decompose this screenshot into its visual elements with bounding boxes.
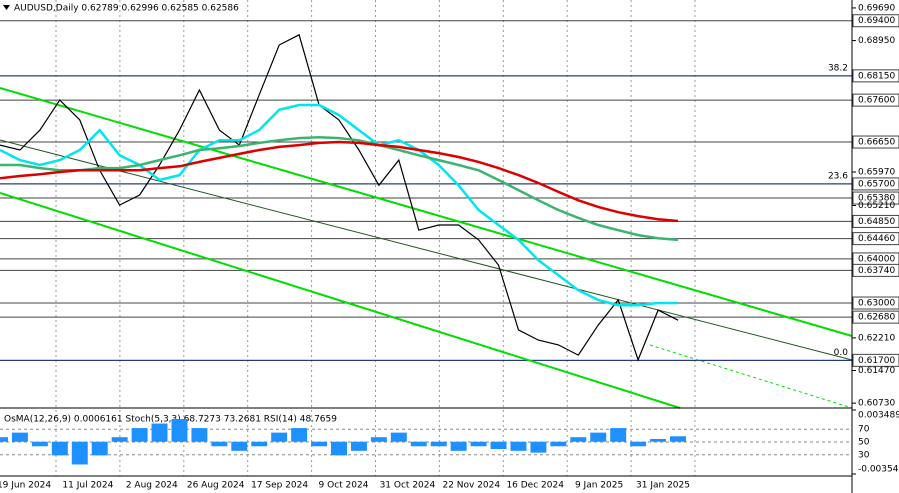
osma-bar	[271, 432, 288, 442]
osma-bar	[11, 432, 28, 442]
x-tick-label: 31 Jan 2025	[636, 481, 690, 491]
fib-label: 0.0	[834, 348, 849, 358]
y-tick-label: 0.63740	[858, 266, 895, 276]
osma-bar	[390, 432, 407, 442]
x-tick-label: 22 Nov 2024	[442, 481, 500, 491]
y-tick-label: 0.64000	[858, 254, 895, 264]
level-box	[852, 353, 899, 367]
y-tick-label: 70	[858, 425, 870, 435]
osma-bar	[370, 437, 387, 442]
y-tick-label: 0.66650	[858, 138, 895, 148]
y-tick-label: 0.61700	[858, 356, 895, 366]
level-box	[852, 214, 899, 228]
y-tick-label: 0.65210	[858, 201, 895, 211]
level-box	[852, 14, 899, 28]
level-box	[852, 310, 899, 324]
x-tick-label: 19 Jun 2024	[0, 481, 51, 491]
y-tick-label: 0.64850	[858, 217, 895, 227]
x-tick-label: 26 Aug 2024	[187, 481, 245, 491]
osma-bar	[350, 441, 367, 451]
osma-bar	[470, 441, 487, 447]
osma-bar	[0, 437, 8, 442]
osma-bar	[630, 441, 647, 447]
level-box	[852, 263, 899, 277]
osma-bar	[430, 441, 447, 447]
osma-bar	[510, 441, 527, 451]
y-tick-label: 0.67600	[858, 96, 895, 106]
osma-bar	[450, 441, 467, 451]
y-tick-label: 0.62210	[858, 333, 895, 343]
osma-bar	[291, 428, 308, 442]
osma-bar	[650, 439, 667, 442]
osma-bar	[590, 432, 607, 442]
indicator-title: OsMA(12,26,9) 0.0006161 Stoch(5,3,3) 68.…	[4, 415, 337, 425]
osma-bar	[191, 428, 208, 442]
y-tick-label: 0.69400	[858, 16, 895, 26]
osma-bar	[550, 441, 567, 447]
osma-bar	[31, 441, 48, 447]
series-line	[0, 103, 678, 307]
level-box	[852, 93, 899, 107]
y-tick-label: 0.65700	[858, 179, 895, 189]
osma-bar	[51, 441, 68, 456]
osma-bar	[131, 428, 148, 442]
y-tick-label: 0.65380	[858, 194, 895, 204]
osma-bar	[610, 428, 627, 442]
series-line	[0, 33, 679, 362]
series-line	[0, 135, 679, 242]
osma-bar	[570, 437, 587, 442]
osma-bar	[311, 441, 328, 447]
fib-label: 23.6	[828, 171, 848, 181]
y-tick-label: 0.62680	[858, 313, 895, 323]
osma-bar	[211, 441, 228, 447]
level-box	[852, 135, 899, 149]
osma-bar	[171, 418, 188, 442]
y-tick-label: 0.65970	[858, 168, 895, 178]
osma-bar	[251, 441, 268, 447]
y-tick-label: 0.64460	[858, 234, 895, 244]
y-tick-label: -0.003548	[858, 465, 899, 475]
osma-bar	[530, 441, 547, 453]
level-box	[852, 177, 899, 191]
series-line	[0, 140, 679, 223]
level-box	[852, 191, 899, 205]
level-box	[852, 232, 899, 246]
osma-bar	[111, 437, 128, 442]
x-tick-label: 11 Jul 2024	[62, 481, 113, 491]
osma-bar	[490, 441, 507, 450]
channel-extension	[649, 344, 853, 409]
x-tick-label: 9 Oct 2024	[319, 481, 369, 491]
x-tick-label: 16 Dec 2024	[506, 481, 564, 491]
chart-title: AUDUSD,Daily 0.62789 0.62996 0.62585 0.6…	[14, 4, 239, 14]
x-tick-label: 31 Oct 2024	[380, 481, 436, 491]
y-tick-label: 0.61470	[858, 366, 895, 376]
y-tick-label: 0.63000	[858, 299, 895, 309]
osma-bar	[670, 436, 686, 442]
y-tick-label: 0.003489	[858, 411, 899, 421]
osma-bar	[410, 441, 427, 447]
x-tick-label: 9 Jan 2025	[575, 481, 623, 491]
channel-middle	[0, 139, 853, 361]
channel-upper	[0, 87, 853, 337]
level-box	[852, 69, 899, 83]
osma-bar	[91, 441, 108, 456]
y-tick-label: 0.69690	[858, 3, 895, 13]
osma-bar	[331, 441, 347, 456]
x-tick-label: 2 Aug 2024	[126, 481, 178, 491]
osma-bar	[231, 441, 248, 451]
y-tick-label: 50	[858, 438, 870, 448]
osma-bar	[151, 423, 168, 442]
y-tick-label: 0.68950	[858, 36, 895, 46]
y-tick-label: 0.68150	[858, 71, 895, 81]
y-tick-label: 30	[858, 450, 870, 460]
channel-lower	[0, 192, 681, 409]
level-box	[852, 296, 899, 310]
fib-label: 38.2	[828, 63, 848, 73]
osma-bar	[71, 441, 88, 465]
x-tick-label: 17 Sep 2024	[251, 481, 308, 491]
menu-icon[interactable]	[3, 5, 10, 10]
y-tick-label: 0.60730	[858, 399, 895, 409]
